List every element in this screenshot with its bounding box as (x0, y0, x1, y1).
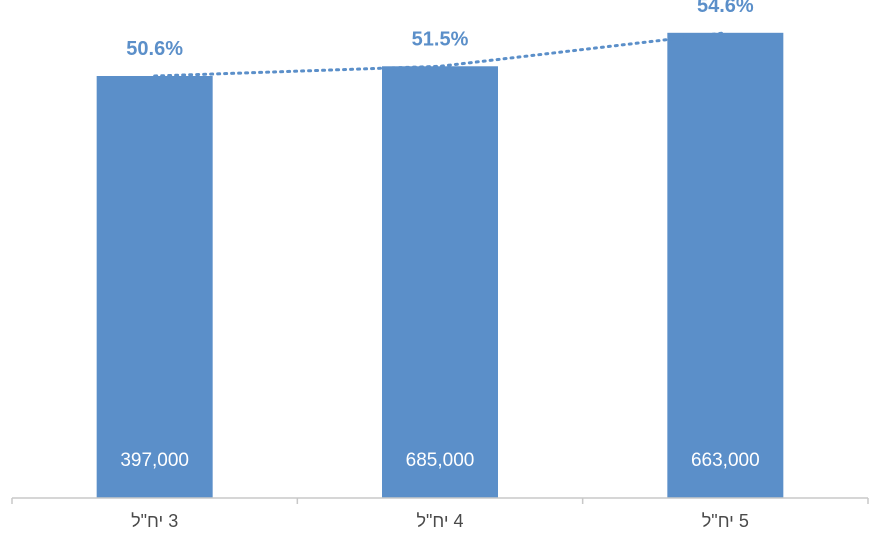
percent-label-2: 51.5% (412, 28, 469, 50)
percent-label-1: 50.6% (126, 38, 183, 60)
percent-labels-group: 50.6% 51.5% 54.6% (126, 0, 754, 60)
trend-line (153, 31, 727, 78)
bar-value-label-2: 685,000 (406, 450, 475, 471)
percent-label-3: 54.6% (697, 0, 754, 17)
x-axis-ticks-group (11, 498, 869, 504)
bar-value-label-1: 397,000 (120, 450, 189, 471)
bar-value-label-3: 663,000 (691, 450, 760, 471)
x-tick-label-2: 4 יח"ל (416, 511, 463, 531)
bars-group (96, 32, 784, 499)
bar-1 (96, 76, 213, 498)
value-labels-group: 397,000 685,000 663,000 (120, 450, 759, 471)
x-tick-label-1: 3 יח"ל (131, 511, 178, 531)
x-tick-label-3: 5 יח"ל (702, 511, 749, 531)
x-axis-tick-labels-group: 3 יח"ל 4 יח"ל 5 יח"ל (131, 511, 749, 531)
bar-2 (382, 66, 498, 498)
bar-3 (667, 32, 784, 499)
